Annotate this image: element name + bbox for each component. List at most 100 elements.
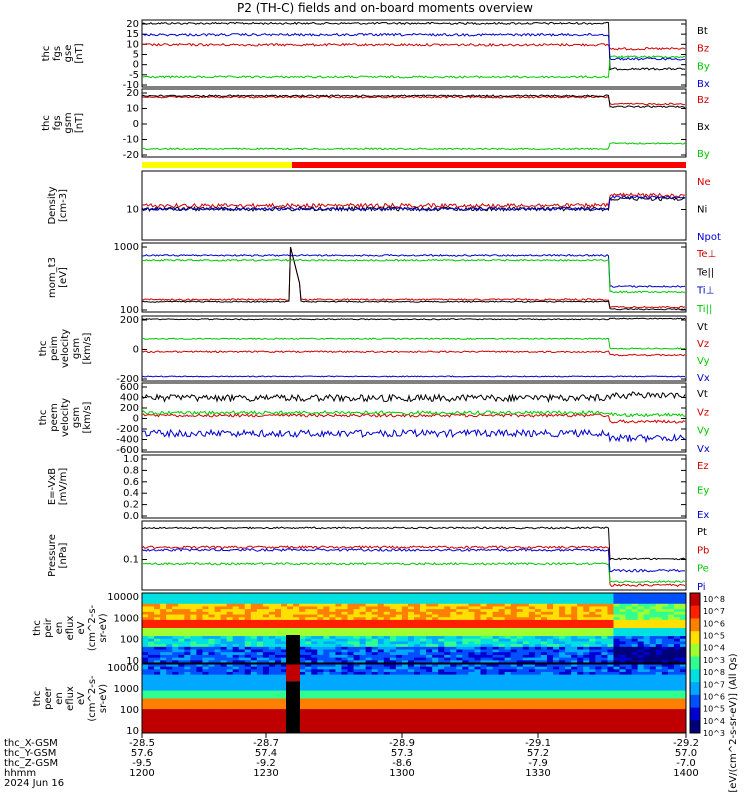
spectrogram-cell [504,671,512,676]
spectrogram-cell [250,719,258,723]
spectrogram-cell [395,687,403,692]
spectrogram-cell [311,630,318,634]
spectrogram-cell [522,636,530,640]
spectrogram-cell [667,644,675,648]
spectrogram-cell [528,664,536,668]
spectrogram-cell [268,654,276,659]
spectrogram-cell [160,641,167,645]
spectrogram-cell [673,595,681,599]
spectrogram-cell [407,609,415,613]
spectrogram-cell [365,706,373,710]
spectrogram-cell [359,717,367,721]
spectrogram-cell [565,664,572,668]
spectrogram-cell [250,601,258,605]
spectrogram-cell [202,625,209,629]
spectrogram-cell [486,622,494,626]
spectrogram-cell [184,717,191,721]
spectrogram-cell [341,649,349,653]
spectrogram-cell [389,625,397,629]
spectrogram-cell [323,687,330,692]
spectrogram-cell [274,664,282,668]
spectrogram-cell [214,614,222,618]
spectrogram-cell [202,725,209,729]
spectrogram-cell [371,630,379,634]
spectrogram-cell [456,654,463,659]
spectrogram-cell [214,703,222,707]
spectrogram-cell [619,652,627,656]
spectrogram-cell [631,593,639,597]
spectrogram-cell [262,669,270,673]
spectrogram-cell [631,630,639,634]
spectrogram-cell [202,619,209,624]
spectrogram-cell [643,633,651,637]
spectrogram-cell [414,611,421,616]
spectrogram-cell [371,693,379,697]
spectrogram-cell [522,719,530,723]
spectrogram-cell [196,679,203,684]
spectrogram-cell [474,609,481,613]
spectrogram-cell [250,657,258,661]
spectrogram-cell [667,595,675,599]
spectrogram-cell [438,725,445,729]
spectrogram-cell [383,595,391,599]
spectrogram-cell [226,711,234,715]
spectrogram-cell [323,649,330,653]
spectrogram-cell [281,633,288,637]
spectrogram-cell [625,652,633,656]
spectrogram-cell [172,625,179,629]
spectrogram-cell [559,682,566,686]
spectrogram-cell [317,725,324,729]
spectrogram-cell [468,630,475,634]
spectrogram-cell [643,601,651,605]
spectrogram-cell [190,666,197,670]
spectrogram-cell [583,725,590,729]
spectrogram-cell [649,698,657,702]
spectrogram-cell [335,714,342,718]
spectrogram-cell [673,690,681,694]
spectrogram-cell [679,614,687,618]
spectrogram-cell [190,703,197,707]
spectrogram-cell [613,706,621,710]
spectrogram-cell [142,677,149,681]
spectrogram-cell [293,622,300,626]
spectrogram-cell [353,609,361,613]
spectrogram-cell [649,727,657,731]
spectrogram-cell [341,698,349,702]
spectrogram-cell [619,695,627,699]
spectrogram-cell [353,633,361,637]
spectrogram-cell [432,633,439,637]
spectrogram-cell [226,652,234,656]
spectrogram-cell [432,730,439,734]
spectrogram-cell [347,644,355,648]
spectrogram-cell [553,641,560,645]
spectrogram-cell [546,652,554,656]
spectrogram-cell [160,693,167,697]
spectrogram-cell [202,622,209,626]
spectrogram-cell [407,711,415,715]
spectrogram-cell [317,652,324,656]
spectrogram-cell [256,633,264,637]
spectrogram-cell [311,622,318,626]
legend-ez: Ez [697,461,709,472]
spectrogram-cell [661,669,669,673]
spectrogram-cell [154,725,161,729]
spectrogram-cell [480,687,488,692]
spectrogram-cell [480,646,488,651]
spectrogram-cell [504,652,512,656]
spectrogram-cell [214,706,222,710]
spectrogram-cell [293,628,300,632]
spectrogram-cell [522,657,530,661]
spectrogram-cell [329,633,336,637]
spectrogram-cell [649,690,657,694]
spectrogram-cell [401,595,409,599]
spectrogram-cell [420,722,427,726]
spectrogram-cell [414,641,421,645]
spectrogram-cell [401,622,409,626]
spectrogram-cell [595,636,602,640]
spectrogram-cell [323,622,330,626]
spectrogram-cell [383,638,391,642]
spectrogram-cell [546,603,554,607]
spectrogram-cell [287,625,294,629]
spectrogram-cell [619,619,627,624]
spectrogram-cell [232,730,240,734]
